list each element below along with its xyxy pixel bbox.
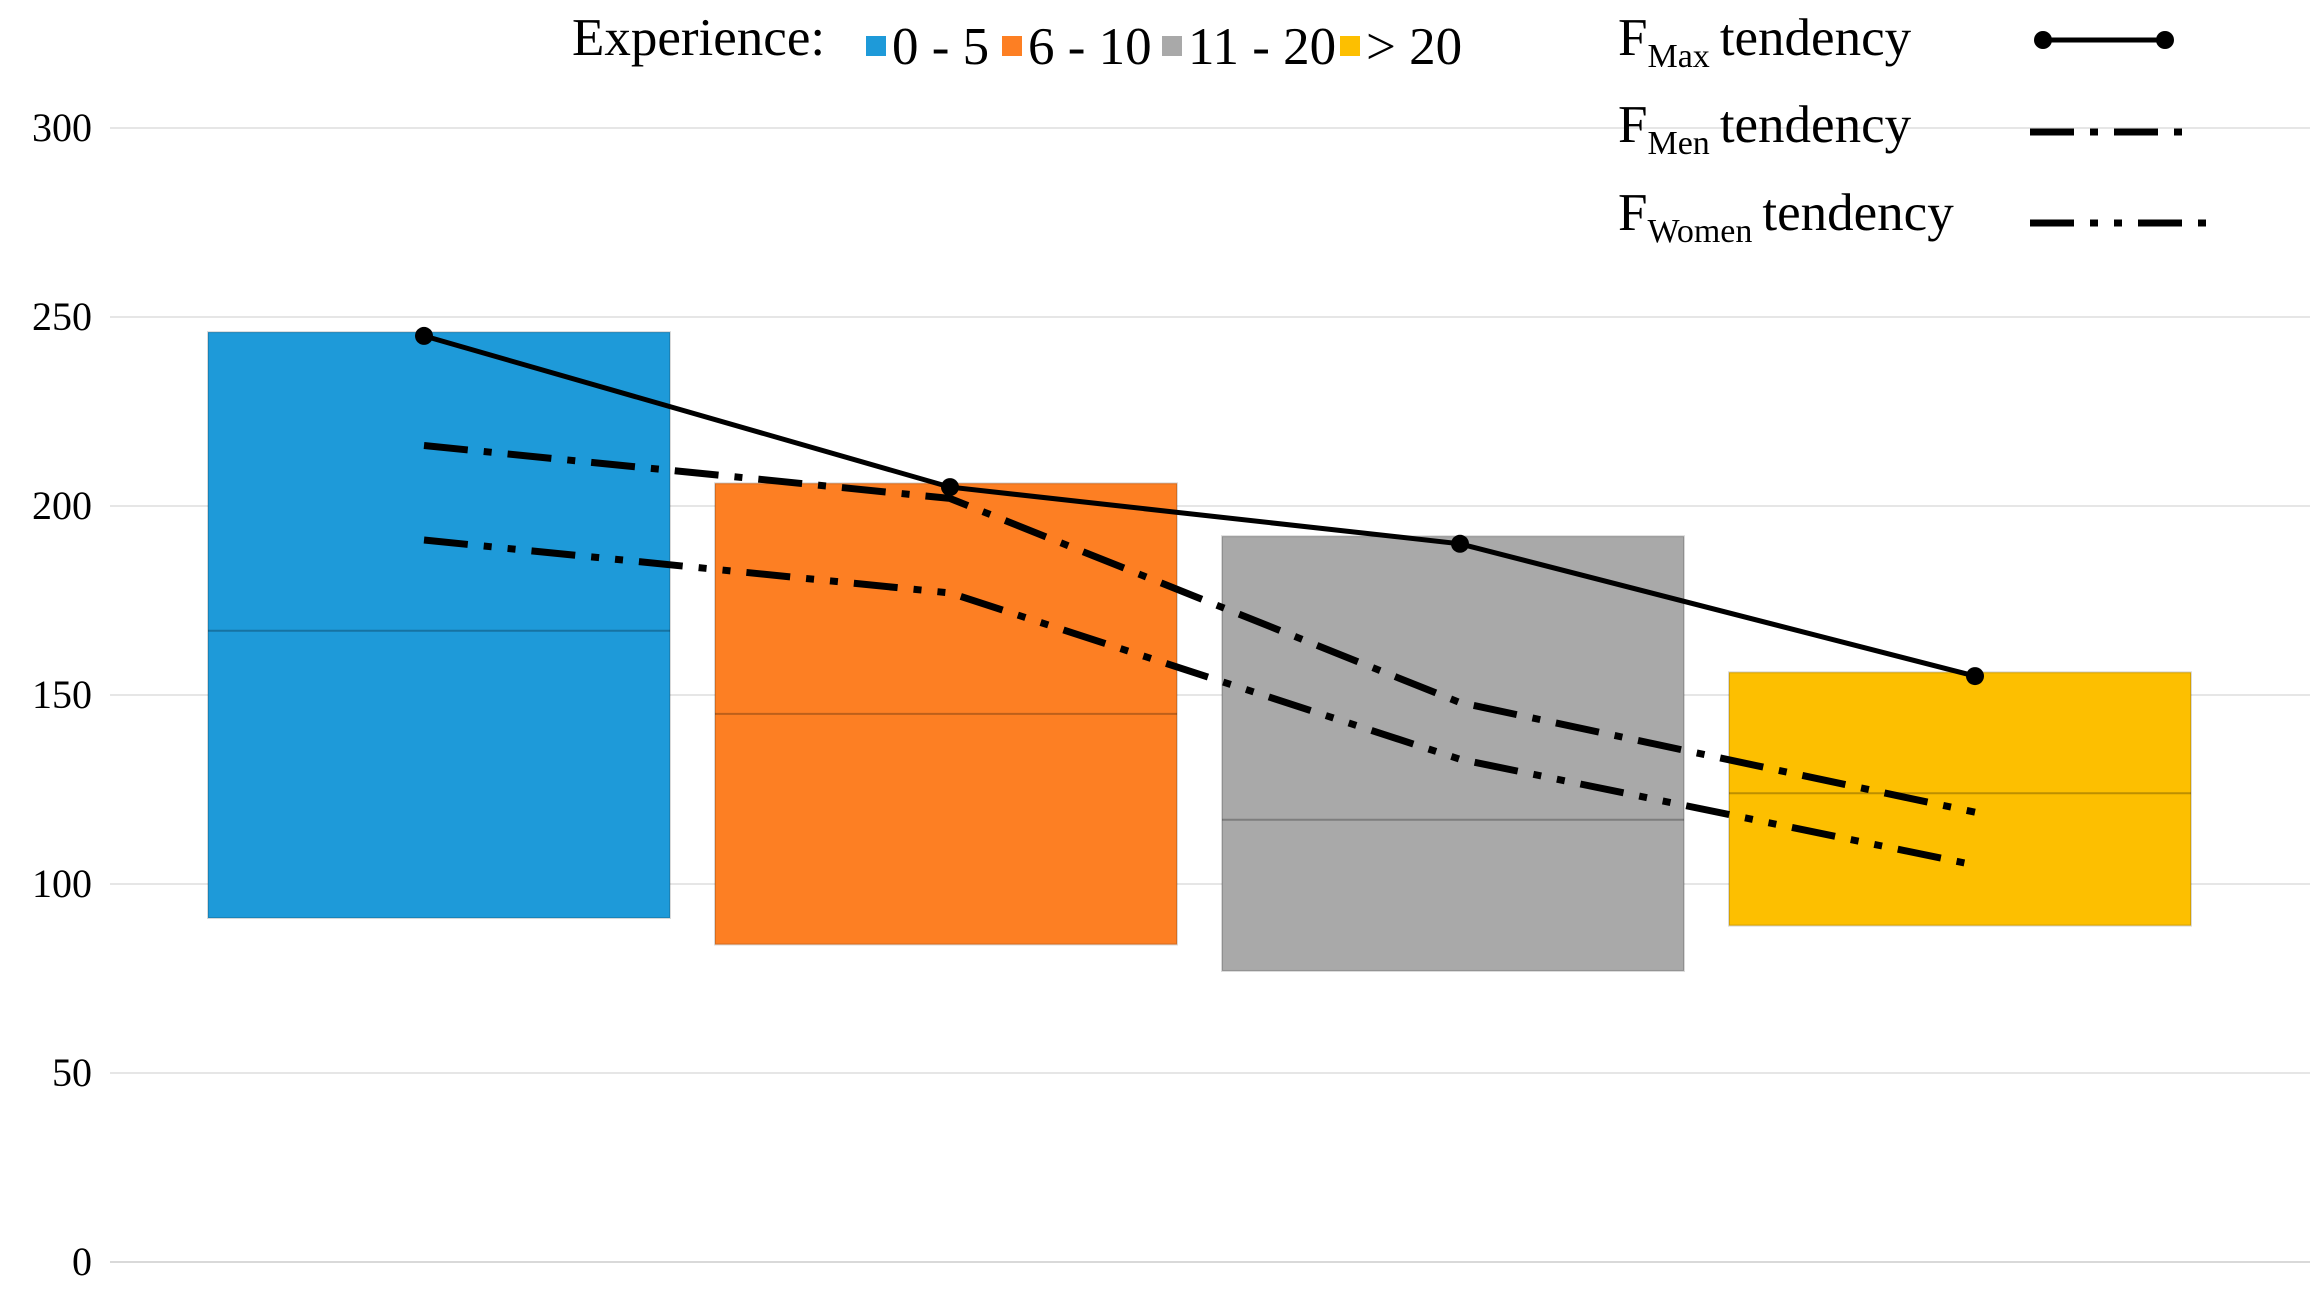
- legend-tendency: FMax tendency FMen tendency FWomen tendency: [1618, 9, 2220, 250]
- series-line-women: [423, 536, 1976, 869]
- y-tick-label: 300: [32, 105, 92, 150]
- y-axis-ticks: 0 50 100 150 200 250 300: [32, 105, 92, 1284]
- legend-label-1: 6 - 10: [1028, 18, 1152, 76]
- legend-men-label: FMen tendency: [1618, 96, 1912, 162]
- legend-label-0: 0 - 5: [892, 18, 989, 76]
- series-point-max: [941, 478, 959, 497]
- legend-swatch-3: [1340, 36, 1360, 56]
- legend-max-marker-left: [2034, 31, 2052, 49]
- legend-experience: Experience: 0 - 5 6 - 10 11 - 20 > 20: [572, 9, 1462, 76]
- series-point-max: [1451, 534, 1469, 553]
- y-tick-label: 150: [32, 672, 92, 717]
- legend-max-sub: Max: [1647, 38, 1709, 75]
- legend-women-main: F: [1618, 184, 1647, 242]
- y-tick-label: 250: [32, 294, 92, 339]
- legend-men-word: tendency: [1720, 96, 1912, 154]
- box-3: [1728, 671, 2192, 927]
- series-line-men: [423, 442, 1976, 816]
- legend-max-main: F: [1618, 9, 1647, 67]
- legend-swatch-1: [1002, 36, 1022, 56]
- y-tick-label: 0: [72, 1239, 92, 1284]
- legend-swatch-2: [1162, 36, 1182, 56]
- legend-experience-title: Experience:: [572, 9, 825, 67]
- legend-max-marker-right: [2156, 31, 2174, 49]
- legend-men-main: F: [1618, 96, 1647, 154]
- legend-women-label: FWomen tendency: [1618, 184, 1954, 250]
- boxes: [207, 331, 2192, 972]
- legend-women-sub: Women: [1647, 213, 1752, 250]
- y-tick-label: 50: [52, 1050, 92, 1095]
- series-line-max: [423, 333, 1976, 679]
- legend-women-word: tendency: [1762, 184, 1954, 242]
- legend-swatch-0: [866, 36, 886, 56]
- legend-men-sub: Men: [1647, 125, 1709, 162]
- y-tick-label: 100: [32, 861, 92, 906]
- legend-max-word: tendency: [1720, 9, 1912, 67]
- legend-label-3: > 20: [1366, 18, 1462, 76]
- box-0: [207, 331, 671, 920]
- series-point-max: [1966, 667, 1984, 686]
- legend-max-label: FMax tendency: [1618, 9, 1912, 75]
- legend-label-2: 11 - 20: [1188, 18, 1336, 76]
- legend-categories: 0 - 5 6 - 10 11 - 20 > 20: [866, 18, 1462, 76]
- tendency-lines: [415, 326, 1984, 869]
- y-tick-label: 200: [32, 483, 92, 528]
- series-point-max: [415, 326, 433, 345]
